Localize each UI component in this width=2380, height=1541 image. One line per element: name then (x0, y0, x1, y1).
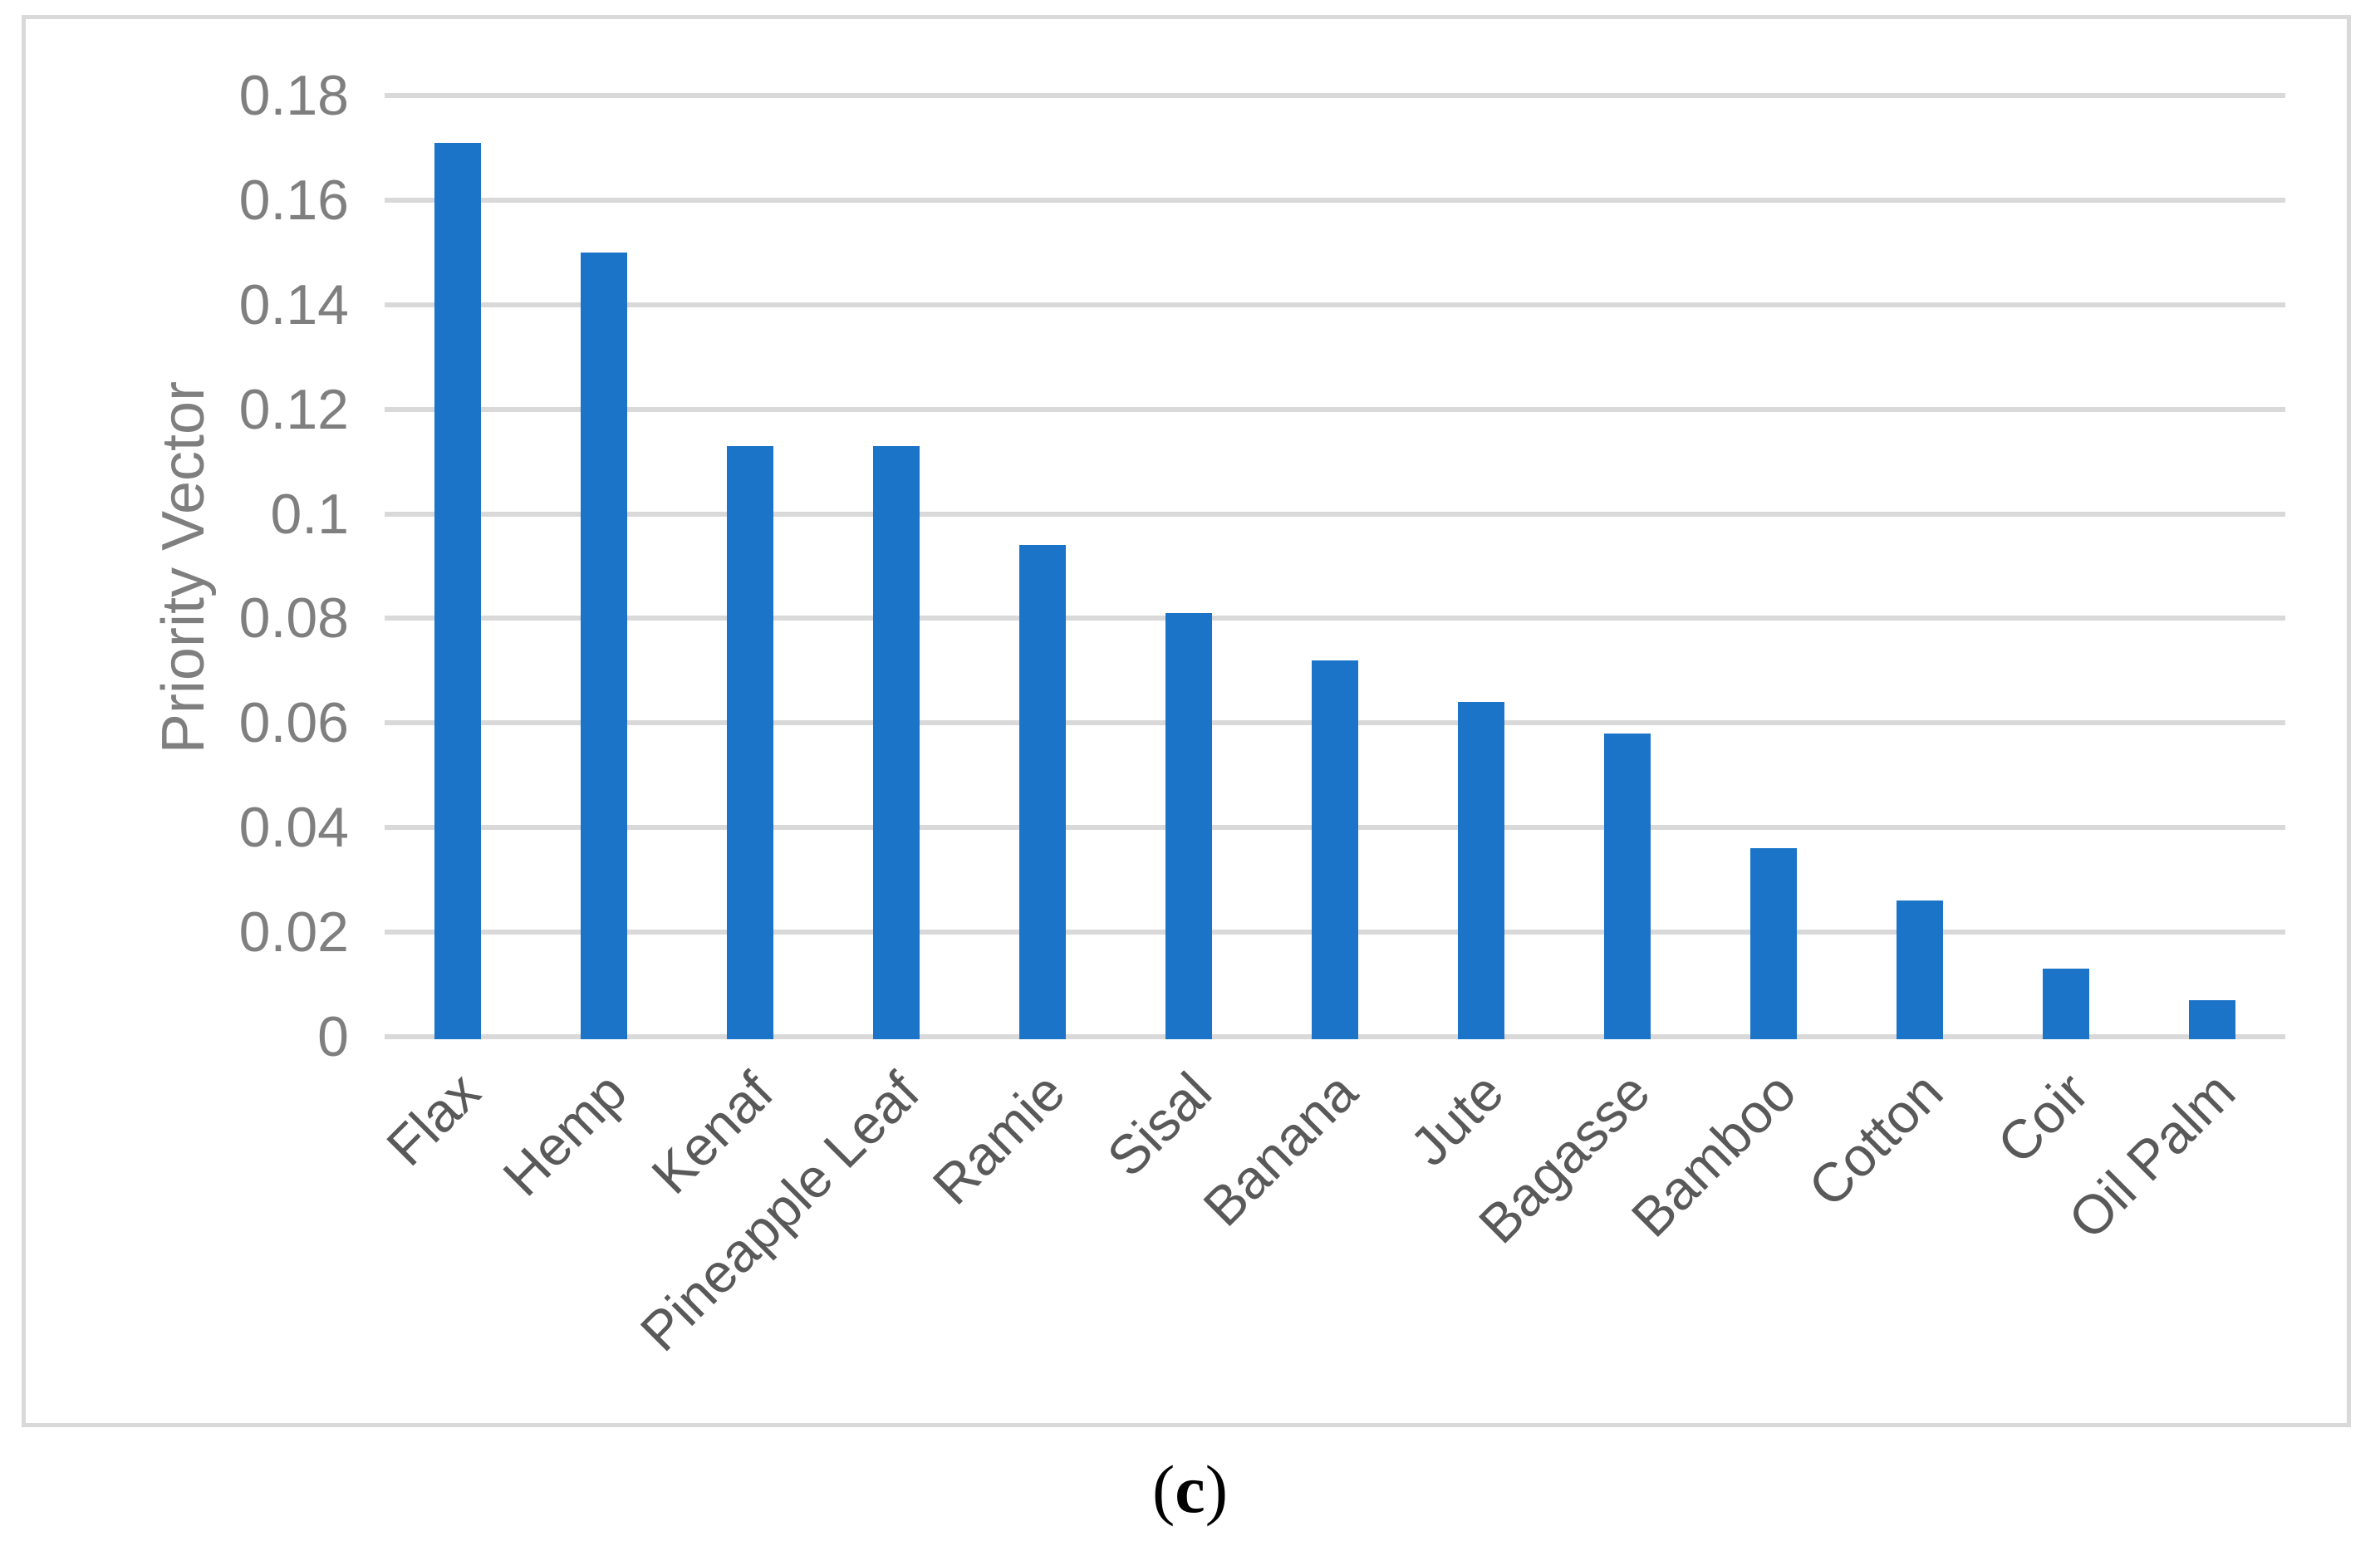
bar-hemp (581, 252, 627, 1039)
gridline-0.18 (385, 93, 2285, 98)
bar-bamboo (1750, 848, 1797, 1039)
bar-chart-plot-area: 0.18 0.16 0.14 0.12 0.1 0.08 0.06 0.04 0.02 0 Flax… (26, 19, 2347, 1423)
y-tick-label: 0 (317, 1005, 349, 1068)
y-tick-label: 0.02 (238, 901, 349, 964)
bar-coir (2043, 969, 2089, 1039)
bar-sisal (1165, 613, 1212, 1039)
bar-kenaf (727, 445, 773, 1039)
x-category-label: Bamboo (1619, 1060, 1808, 1249)
y-tick-label: 0.18 (238, 64, 349, 127)
gridline-0.14 (385, 302, 2285, 307)
gridline-0.1 (385, 511, 2285, 517)
x-category-label: Coir (1985, 1060, 2100, 1175)
x-category-label: Sisal (1095, 1060, 1223, 1189)
figure-caption: (c) (1152, 1452, 1228, 1527)
chart-frame: 0.18 0.16 0.14 0.12 0.1 0.08 0.06 0.04 0.02 0 Flax… (22, 15, 2351, 1427)
y-tick-label: 0.04 (238, 796, 349, 860)
bar-oil-palm (2189, 999, 2235, 1039)
bar-ramie (1019, 545, 1066, 1039)
y-tick-label: 0.12 (238, 377, 349, 441)
bar-pineapple-leaf (873, 445, 920, 1039)
caption-open-paren: ( (1151, 1451, 1175, 1527)
y-tick-label: 0.14 (238, 272, 349, 336)
bar-bagasse (1604, 733, 1651, 1039)
x-category-label: Kenaf (639, 1060, 784, 1205)
caption-letter: c (1175, 1451, 1205, 1527)
x-category-label: Jute (1398, 1060, 1515, 1178)
y-tick-label: 0.06 (238, 691, 349, 755)
bar-cotton (1897, 901, 1943, 1039)
bar-flax (434, 142, 481, 1039)
y-axis-title: Priority Vector (150, 380, 217, 754)
x-category-label: Banana (1191, 1060, 1369, 1238)
y-tick-label: 0.08 (238, 586, 349, 650)
x-category-label: Flax (375, 1060, 492, 1178)
gridline-0.08 (385, 616, 2285, 621)
x-category-label: Cotton (1796, 1060, 1954, 1219)
bar-jute (1458, 702, 1504, 1039)
y-tick-label: 0.1 (270, 482, 349, 546)
x-category-label: Ramie (920, 1060, 1077, 1216)
caption-close-paren: ) (1205, 1451, 1229, 1527)
y-tick-label: 0.16 (238, 168, 349, 232)
bar-banana (1312, 660, 1358, 1039)
x-category-label: Hemp (491, 1060, 638, 1208)
gridline-0.12 (385, 406, 2285, 412)
gridline-0.16 (385, 197, 2285, 203)
